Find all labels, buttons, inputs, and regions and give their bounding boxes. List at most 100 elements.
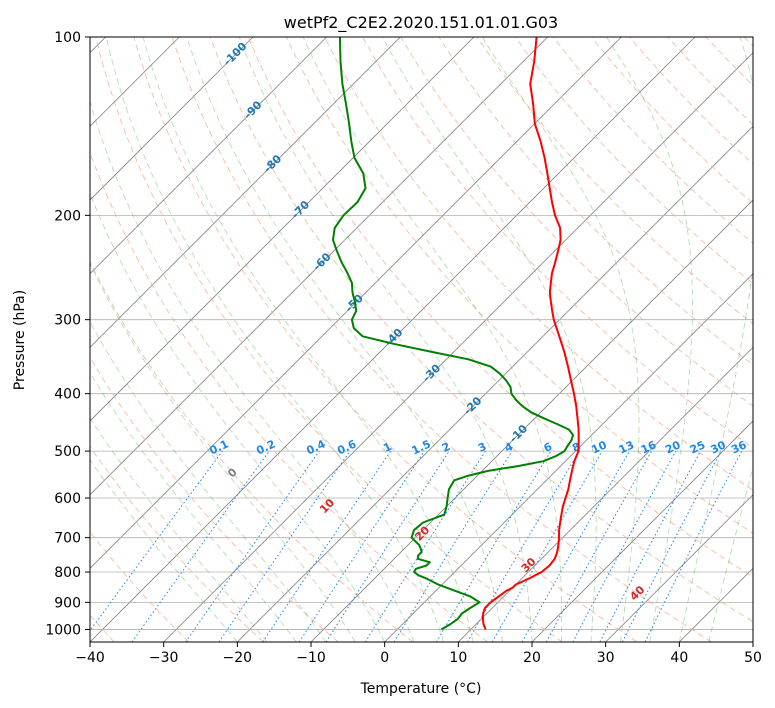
chart-title: wetPf2_C2E2.2020.151.01.01.G03 (284, 13, 558, 33)
isotherm-line (90, 37, 254, 201)
moist-adiabat-line (481, 37, 640, 642)
x-tick-label: 30 (597, 650, 615, 666)
mixing-ratio-line (218, 450, 351, 642)
dry-adiabat-line (285, 37, 753, 534)
isotherm-label: -70 (289, 198, 312, 221)
mixing-ratio-line (185, 450, 320, 642)
x-tick-label: 0 (380, 650, 389, 666)
moist-adiabat-line (105, 37, 445, 642)
y-tick-label: 1000 (45, 622, 81, 638)
mixing-ratio-line (545, 450, 653, 642)
dewpoint-profile (332, 37, 575, 631)
y-tick-label: 100 (54, 30, 81, 46)
mixing-ratio-line (521, 450, 630, 642)
isotherm-line (679, 567, 753, 642)
dry-adiabat-line (476, 37, 753, 325)
x-tick-label: 20 (523, 650, 541, 666)
moist-adiabat-line (238, 37, 533, 642)
dry-adiabats (90, 37, 753, 642)
dry-adiabat-line (209, 37, 753, 623)
y-tick-label: 800 (54, 565, 81, 581)
mixing-ratio-line (364, 450, 486, 642)
mixing-ratio-line (572, 450, 677, 642)
mixing-ratio-line (298, 450, 425, 642)
mixing-ratio-label: 36 (729, 438, 749, 456)
dry-adiabat-line (591, 37, 753, 205)
dry-adiabat-line (95, 37, 563, 642)
mixing-ratio-label: 10 (589, 438, 609, 456)
x-tick-label: 10 (449, 650, 467, 666)
y-tick-label: 700 (54, 531, 81, 547)
dry-adiabat-line (133, 37, 638, 642)
moist-adiabat-line (606, 37, 693, 642)
isotherm-line (90, 37, 696, 642)
isotherm-line (90, 37, 475, 422)
isotherm-grid (90, 37, 753, 642)
isotherm-line (605, 494, 753, 642)
x-tick-label: −40 (75, 650, 105, 666)
moist-adiabat-line (90, 371, 297, 642)
mixing-ratio-label: 13 (617, 438, 636, 456)
moist-adiabat-line (90, 262, 356, 642)
x-tick-label: 40 (670, 650, 688, 666)
mixing-ratio-label: 16 (639, 438, 659, 456)
isotherm-line (752, 641, 753, 642)
mixing-ratio-line (644, 450, 743, 642)
dry-adiabat-label: 0 (225, 465, 240, 480)
moist-adiabat-line (708, 465, 753, 642)
isotherm-line (384, 273, 753, 642)
dry-adiabat-line (552, 37, 753, 244)
mixing-ratio-label: 25 (688, 438, 707, 456)
mixing-ratio-label: 3 (476, 440, 488, 455)
mixing-ratio-label: 0.2 (254, 437, 277, 457)
y-axis-title: Pressure (hPa) (12, 290, 28, 390)
x-axis-title: Temperature (°C) (360, 681, 482, 697)
dry-adiabat-line (90, 151, 488, 642)
x-tick-label: −10 (296, 650, 326, 666)
series-profiles (332, 37, 580, 631)
mixing-ratio-line (90, 450, 223, 632)
isotherm-line (237, 125, 753, 642)
isotherm-line (90, 37, 327, 275)
moist-adiabat-line (90, 459, 238, 642)
x-axis: −40 −30 −20 −10 0 10 20 30 40 50 (75, 642, 762, 666)
dry-adiabat-line (514, 37, 753, 284)
dry-adiabat-line (171, 37, 712, 642)
isotherm-line (90, 37, 622, 569)
dry-adiabat-line (705, 37, 753, 86)
isotherm-line (531, 420, 753, 642)
moist-adiabat-line (302, 37, 563, 642)
mixing-ratio-line (467, 450, 580, 642)
dry-adiabat-line (667, 37, 753, 126)
mixing-ratio-label: 20 (663, 438, 683, 456)
mixing-ratio-label: 8 (570, 440, 582, 455)
moist-adiabat-line (90, 417, 268, 642)
x-tick-label: −30 (149, 650, 179, 666)
moist-adiabat-line (186, 37, 503, 642)
pressure-grid (90, 37, 753, 630)
isotherm-label: -80 (261, 152, 284, 175)
isotherm-line (458, 346, 753, 642)
mixing-ratio-line (393, 450, 513, 642)
isotherm-label: -20 (461, 394, 484, 417)
mixing-ratio-label: 1.5 (410, 437, 433, 457)
y-tick-label: 200 (54, 208, 81, 224)
mixing-ratio-lines (90, 450, 743, 642)
isotherm-label: -60 (310, 250, 333, 273)
isotherm-line (90, 37, 548, 496)
mixing-ratio-line (131, 450, 270, 642)
moist-adiabat-line (382, 37, 597, 642)
mixing-ratio-line (599, 450, 701, 642)
mixing-ratio-label: 0.6 (335, 437, 358, 457)
dry-adiabat-line (90, 531, 190, 642)
isotherm-line (310, 199, 753, 642)
y-tick-label: 400 (54, 387, 81, 403)
y-tick-label: 900 (54, 595, 81, 611)
y-tick-label: 500 (54, 444, 81, 460)
moist-adiabat-line (90, 192, 386, 642)
dry-adiabat-line (324, 37, 753, 491)
isotherm-line (163, 52, 753, 642)
mixing-ratio-label: 0.1 (207, 437, 230, 457)
mixing-ratio-label: 30 (708, 438, 728, 456)
